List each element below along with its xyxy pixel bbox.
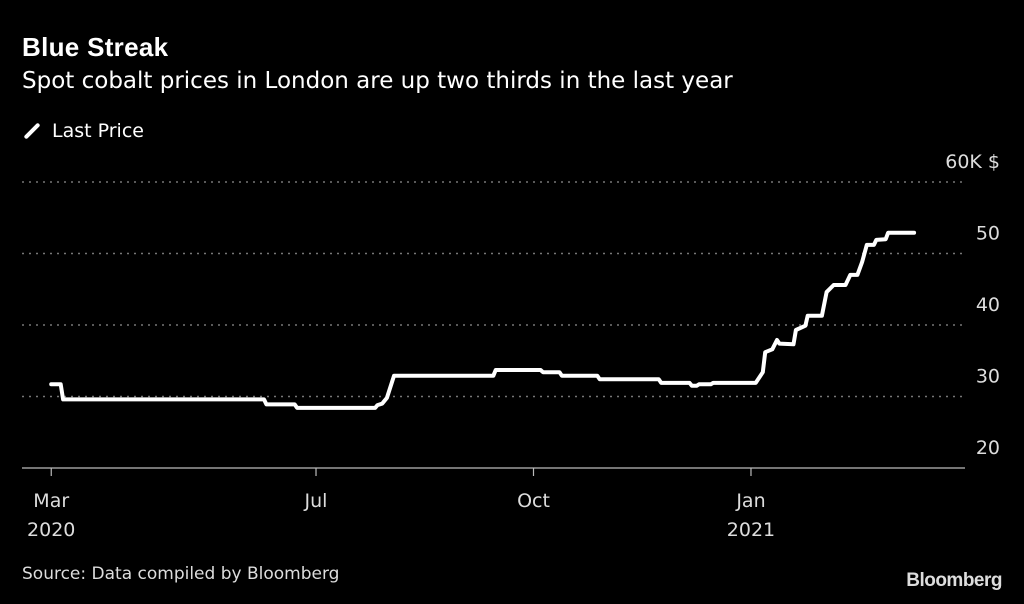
- y-tick-label: 30: [976, 366, 1000, 388]
- x-tick-label: Mar: [33, 490, 69, 512]
- x-tick-label: Jul: [304, 490, 328, 512]
- x-tick-label: Oct: [517, 490, 550, 512]
- chart-title: Blue Streak: [22, 32, 169, 62]
- y-tick-label: 20: [976, 437, 1000, 459]
- x-tick-label: Jan: [735, 490, 765, 512]
- legend: Last Price: [22, 120, 144, 142]
- legend-label: Last Price: [52, 120, 144, 142]
- y-tick-label: 50: [976, 223, 1000, 245]
- y-tick-label: 60K $: [945, 151, 1000, 173]
- x-tick-sublabel: 2020: [27, 519, 75, 541]
- bloomberg-logo: Bloomberg: [906, 570, 1002, 591]
- y-tick-label: 40: [976, 294, 1000, 316]
- chart-subtitle: Spot cobalt prices in London are up two …: [22, 68, 733, 94]
- x-tick-sublabel: 2021: [727, 519, 775, 541]
- price-line: [49, 230, 917, 410]
- source-note: Source: Data compiled by Bloomberg: [22, 564, 340, 584]
